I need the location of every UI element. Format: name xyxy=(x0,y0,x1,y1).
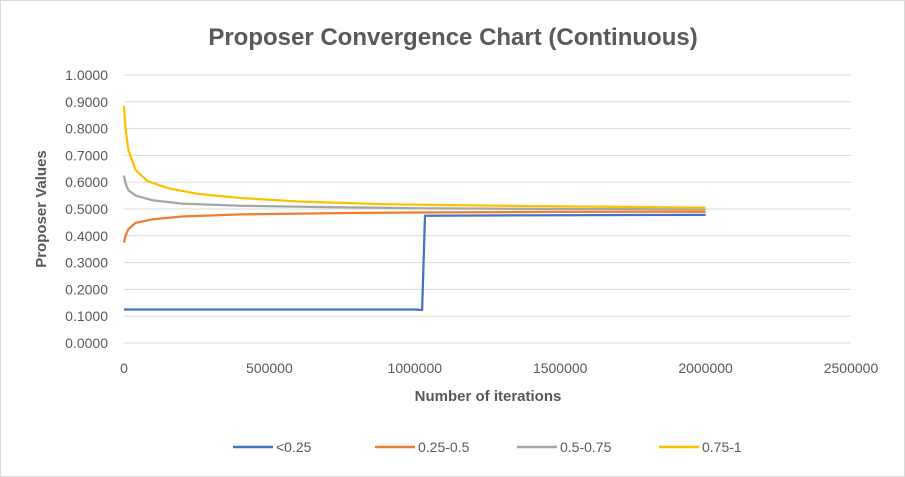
x-tick-label: 0 xyxy=(120,360,128,376)
series-line-0 xyxy=(124,213,706,312)
x-tick-label: 1500000 xyxy=(533,360,588,376)
y-tick-label: 0.1000 xyxy=(65,308,108,324)
y-tick-label: 0.9000 xyxy=(65,94,108,110)
legend-label-0: <0.25 xyxy=(276,439,312,455)
y-axis-ticks: 0.0000 0.1000 0.2000 0.3000 0.4000 0.5000 0.60… xyxy=(65,67,108,351)
y-axis-label: Proposer Values xyxy=(33,150,50,268)
y-tick-label: 0.3000 xyxy=(65,255,108,271)
x-tick-label: 2500000 xyxy=(824,360,879,376)
series-line-2 xyxy=(122,175,706,211)
y-tick-label: 1.0000 xyxy=(65,67,108,83)
x-tick-label: 2000000 xyxy=(678,360,733,376)
x-tick-label: 1000000 xyxy=(388,360,443,376)
x-axis-label: Number of iterations xyxy=(415,388,562,405)
series-lines xyxy=(122,105,706,312)
series-line-1 xyxy=(122,210,706,243)
series-line-3 xyxy=(122,105,706,209)
y-tick-label: 0.8000 xyxy=(65,121,108,137)
y-tick-label: 0.6000 xyxy=(65,174,108,190)
y-tick-label: 0.5000 xyxy=(65,201,108,217)
legend-label-2: 0.5-0.75 xyxy=(560,439,612,455)
y-tick-label: 0.2000 xyxy=(65,281,108,297)
y-tick-label: 0.7000 xyxy=(65,147,108,163)
x-axis-ticks: 0 500000 1000000 1500000 2000000 2500000 xyxy=(120,360,878,376)
y-tick-label: 0.4000 xyxy=(65,228,108,244)
legend: <0.25 0.25-0.5 0.5-0.75 0.75-1 xyxy=(233,439,742,455)
legend-label-1: 0.25-0.5 xyxy=(418,439,470,455)
x-tick-label: 500000 xyxy=(246,360,293,376)
y-tick-label: 0.0000 xyxy=(65,335,108,351)
legend-label-3: 0.75-1 xyxy=(702,439,742,455)
chart-title: Proposer Convergence Chart (Continuous) xyxy=(208,24,697,51)
